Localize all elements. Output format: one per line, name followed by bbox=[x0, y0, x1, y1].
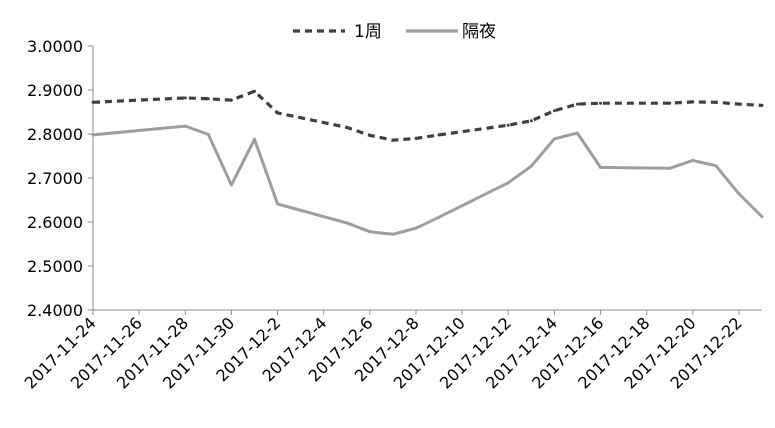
data-point-overnight bbox=[345, 221, 349, 225]
data-point-overnight bbox=[737, 192, 741, 196]
y-tick-label: 3.0000 bbox=[27, 37, 83, 56]
data-point-overnight bbox=[183, 124, 187, 128]
data-point-1week bbox=[414, 136, 418, 140]
data-point-overnight bbox=[714, 164, 718, 168]
data-point-overnight bbox=[276, 202, 280, 206]
data-point-1week bbox=[206, 97, 210, 101]
data-point-overnight bbox=[599, 165, 602, 169]
data-point-1week bbox=[229, 98, 233, 102]
series-line-1week bbox=[92, 89, 763, 142]
legend-label: 1周 bbox=[354, 22, 382, 42]
y-tick-label: 2.8000 bbox=[27, 125, 83, 144]
data-point-1week bbox=[714, 100, 718, 104]
y-tick-label: 2.6000 bbox=[27, 213, 83, 232]
data-point-overnight bbox=[437, 215, 441, 219]
data-point-1week bbox=[760, 103, 764, 107]
data-point-overnight bbox=[91, 133, 95, 137]
axes-layer: 3.0000 2.9000 2.8000 2.7000 2.6000 2.5000 2.40… bbox=[21, 37, 762, 393]
data-point-overnight bbox=[229, 183, 233, 187]
data-point-overnight bbox=[368, 230, 372, 234]
data-point-1week bbox=[276, 111, 280, 115]
data-point-1week bbox=[737, 102, 741, 106]
data-point-overnight bbox=[760, 215, 764, 219]
y-tick-label: 2.4000 bbox=[27, 301, 83, 320]
data-point-overnight bbox=[506, 181, 510, 185]
data-point-1week bbox=[529, 119, 533, 123]
data-point-1week bbox=[183, 96, 187, 100]
data-point-overnight bbox=[253, 137, 256, 141]
data-point-overnight bbox=[575, 131, 579, 135]
data-point-1week bbox=[506, 123, 510, 127]
data-point-overnight bbox=[529, 164, 533, 168]
y-tick-label: 2.9000 bbox=[27, 81, 83, 100]
data-point-1week bbox=[599, 101, 602, 105]
data-point-1week bbox=[253, 89, 256, 93]
data-point-overnight bbox=[552, 137, 556, 141]
data-point-overnight bbox=[414, 226, 418, 230]
data-point-1week bbox=[368, 133, 372, 137]
series-line-overnight bbox=[92, 124, 764, 236]
data-point-overnight bbox=[391, 232, 395, 236]
y-tick-label: 2.5000 bbox=[27, 257, 83, 276]
data-point-1week bbox=[437, 133, 441, 137]
data-point-1week bbox=[668, 101, 672, 105]
data-point-overnight bbox=[691, 158, 695, 162]
data-point-1week bbox=[575, 102, 579, 106]
series-layer bbox=[91, 89, 764, 236]
data-point-overnight bbox=[668, 166, 672, 170]
data-point-1week bbox=[391, 138, 395, 142]
data-point-1week bbox=[91, 100, 95, 104]
data-point-1week bbox=[345, 125, 349, 129]
data-point-overnight bbox=[206, 132, 210, 136]
legend: 1周 隔夜 bbox=[293, 22, 496, 42]
data-point-1week bbox=[691, 100, 695, 104]
data-point-1week bbox=[552, 109, 556, 113]
y-tick-label: 2.7000 bbox=[27, 169, 83, 188]
legend-label: 隔夜 bbox=[462, 22, 496, 42]
